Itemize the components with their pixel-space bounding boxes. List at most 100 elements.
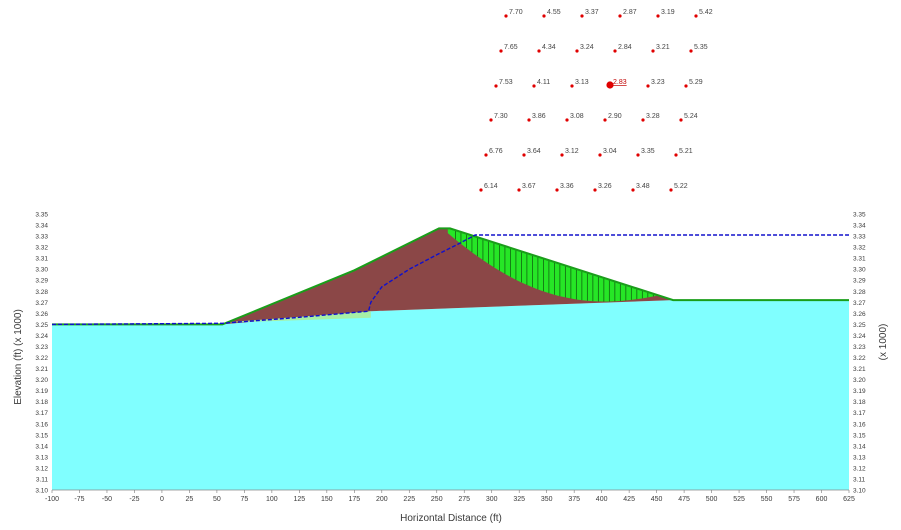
x-tick-label: 150 <box>321 496 333 503</box>
y-tick-label-left: 3.20 <box>35 377 48 384</box>
factor-of-safety-label: 3.67 <box>522 183 536 190</box>
y-tick-label-left: 3.28 <box>35 289 48 296</box>
y-axis-right-ticks: 3.35 3.34 3.33 3.32 3.31 3.30 3.29 3.28 3.27 3.26… <box>853 212 866 495</box>
y-tick-label-left: 3.12 <box>35 465 48 472</box>
x-tick-label: 200 <box>376 496 388 503</box>
y-tick-label-left: 3.27 <box>35 300 48 307</box>
y-tick-label-right: 3.15 <box>853 432 866 439</box>
x-tick-label: 475 <box>678 496 690 503</box>
y-tick-label-right: 3.32 <box>853 245 866 252</box>
y-tick-label-right: 3.21 <box>853 366 866 373</box>
factor-of-safety-label: 7.65 <box>504 44 518 51</box>
factor-of-safety-label: 3.37 <box>585 9 599 16</box>
x-axis-ticks: -100 -75 -50 -25 0 25 50 75 100 125 150 175 200 225 25… <box>45 490 855 503</box>
factor-of-safety-label: 7.70 <box>509 9 523 16</box>
y-tick-label-right: 3.13 <box>853 454 866 461</box>
grid-point <box>656 14 660 18</box>
x-tick-label: 50 <box>213 496 221 503</box>
grid-point <box>684 84 688 88</box>
grid-point <box>560 153 564 157</box>
x-tick-label: 125 <box>294 496 306 503</box>
slip-surface-mass <box>447 228 657 302</box>
grid-point <box>580 14 584 18</box>
x-tick-label: 400 <box>596 496 608 503</box>
x-tick-label: 625 <box>843 496 855 503</box>
x-tick-label: -25 <box>129 496 139 503</box>
grid-point <box>517 188 521 192</box>
x-tick-label: 450 <box>651 496 663 503</box>
factor-of-safety-label: 4.11 <box>537 79 550 86</box>
x-axis-label: Horizontal Distance (ft) <box>400 513 502 524</box>
factor-of-safety-label: 3.26 <box>598 183 612 190</box>
grid-point <box>532 84 536 88</box>
grid-point <box>669 188 673 192</box>
axes: -100 -75 -50 -25 0 25 50 75 100 125 150 175 200 225 25… <box>13 212 889 525</box>
y-tick-label-right: 3.14 <box>853 443 866 450</box>
x-tick-label: 600 <box>816 496 828 503</box>
grid-point <box>593 188 597 192</box>
y-axis-left-label: Elevation (ft) (x 1000) <box>13 309 24 405</box>
factor-of-safety-label: 7.30 <box>494 113 508 120</box>
y-tick-label-right: 3.16 <box>853 421 866 428</box>
factor-of-safety-label: 3.64 <box>527 148 541 155</box>
y-tick-label-left: 3.24 <box>35 333 48 340</box>
phreatic-line <box>51 234 849 326</box>
grid-point <box>499 49 503 53</box>
factor-of-safety-label: 3.35 <box>641 148 655 155</box>
x-tick-label: 325 <box>513 496 525 503</box>
grid-point <box>479 188 483 192</box>
factor-of-safety-label: 5.22 <box>674 183 688 190</box>
grid-point <box>651 49 655 53</box>
y-tick-label-left: 3.15 <box>35 432 48 439</box>
x-tick-label: 375 <box>568 496 580 503</box>
x-tick-label: 25 <box>186 496 194 503</box>
y-tick-label-right: 3.24 <box>853 333 866 340</box>
grid-point <box>570 84 574 88</box>
grid-point <box>575 49 579 53</box>
x-tick-label: 175 <box>348 496 360 503</box>
material-layers <box>51 227 849 490</box>
y-tick-label-left: 3.25 <box>35 322 48 329</box>
y-tick-label-right: 3.30 <box>853 267 866 274</box>
y-tick-label-right: 3.34 <box>853 223 866 230</box>
factor-of-safety-label: 5.29 <box>689 79 703 86</box>
y-tick-label-left: 3.18 <box>35 399 48 406</box>
y-tick-label-right: 3.22 <box>853 355 866 362</box>
y-tick-label-left: 3.32 <box>35 245 48 252</box>
grid-point <box>537 49 541 53</box>
x-tick-label: 550 <box>761 496 773 503</box>
x-tick-label: 300 <box>486 496 498 503</box>
y-tick-label-left: 3.23 <box>35 344 48 351</box>
y-tick-label-left: 3.34 <box>35 223 48 230</box>
factor-of-safety-label: 3.04 <box>603 148 617 155</box>
y-tick-label-right: 3.25 <box>853 322 866 329</box>
y-tick-label-left: 3.30 <box>35 267 48 274</box>
factor-of-safety-label: 3.86 <box>532 113 546 120</box>
slip-mass-fill <box>447 228 657 302</box>
factor-of-safety-label: 3.28 <box>646 113 660 120</box>
factor-of-safety-label: 3.12 <box>565 148 579 155</box>
grid-point <box>674 153 678 157</box>
slip-center-grid: 7.70 4.55 3.37 2.87 3.19 5.42 7.65 4.34 3.24 2.84… <box>479 9 713 192</box>
grid-point <box>522 153 526 157</box>
factor-of-safety-label: 4.55 <box>547 9 561 16</box>
y-tick-label-left: 3.19 <box>35 388 48 395</box>
factor-of-safety-label: 3.08 <box>570 113 584 120</box>
factor-of-safety-label: 3.13 <box>575 79 589 86</box>
factor-of-safety-label: 3.36 <box>560 183 574 190</box>
factor-of-safety-label: 2.87 <box>623 9 637 16</box>
x-tick-label: 275 <box>458 496 470 503</box>
grid-point <box>603 118 607 122</box>
grid-point <box>618 14 622 18</box>
factor-of-safety-label: 5.24 <box>684 113 698 120</box>
grid-point <box>494 84 498 88</box>
y-tick-label-left: 3.16 <box>35 421 48 428</box>
y-axis-left-ticks: 3.35 3.34 3.33 3.32 3.31 3.30 3.29 3.28 3.27 3.26… <box>35 212 48 495</box>
grid-point <box>489 118 493 122</box>
x-tick-label: 225 <box>403 496 415 503</box>
factor-of-safety-label: 3.48 <box>636 183 650 190</box>
x-tick-label: 75 <box>240 496 248 503</box>
x-tick-label: 350 <box>541 496 553 503</box>
